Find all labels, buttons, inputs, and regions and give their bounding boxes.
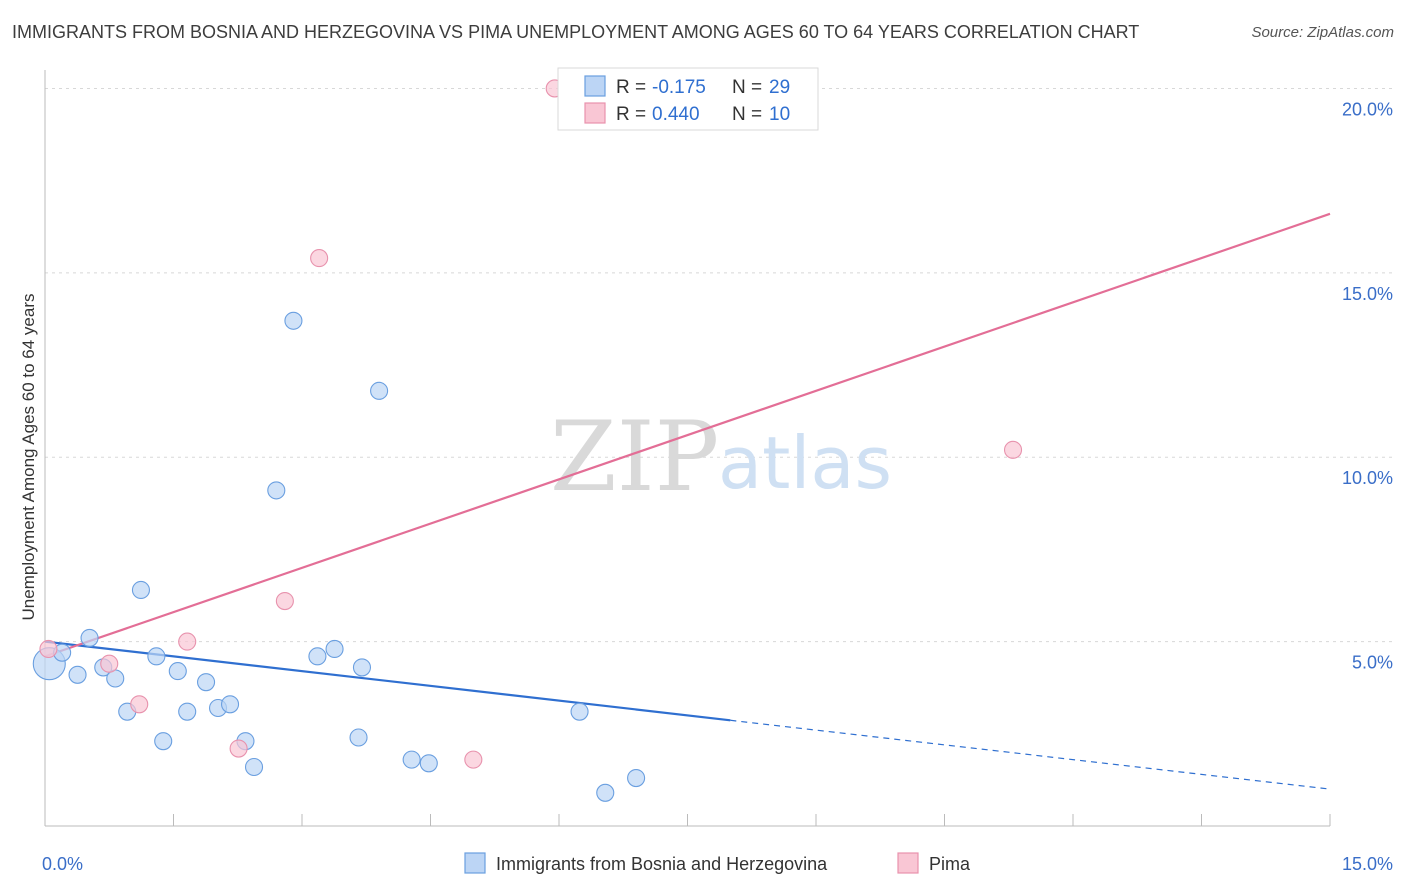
data-point-pink [464, 750, 483, 769]
y-tick-label: 20.0% [1342, 99, 1393, 119]
y-tick-label: 15.0% [1342, 284, 1393, 304]
x-tick-label: 0.0% [42, 854, 83, 874]
data-point-blue [419, 754, 438, 773]
trend-line-pink [44, 212, 1331, 658]
data-point-blue [168, 662, 187, 681]
data-point-blue [570, 702, 589, 721]
series-legend-swatch-pink [897, 852, 919, 874]
legend-n-label-blue: N = [732, 77, 762, 98]
x-tick-labels: 0.0% 15.0% [42, 854, 1393, 874]
y-tick-label: 5.0% [1352, 653, 1393, 673]
series-legend-swatch-blue [464, 852, 486, 874]
data-point-blue [244, 757, 264, 777]
data-point-blue [596, 783, 615, 802]
data-point-blue [370, 381, 389, 400]
y-axis-title: Unemployment Among Ages 60 to 64 years [19, 294, 38, 621]
data-point-blue [402, 750, 421, 769]
data-point-pink [39, 639, 58, 659]
correlation-legend: R = -0.175 N = 29 R = 0.440 N = 10 [557, 67, 819, 131]
chart-source: Source: ZipAtlas.com [1251, 24, 1394, 41]
data-point-blue [154, 732, 173, 751]
legend-n-value-pink: 10 [769, 104, 790, 125]
watermark: ZIP atlas [550, 401, 892, 513]
chart-title: IMMIGRANTS FROM BOSNIA AND HERZEGOVINA V… [12, 22, 1140, 42]
data-point-blue [627, 769, 646, 788]
data-point-blue [352, 658, 372, 677]
data-point-blue [349, 728, 368, 747]
legend-n-label-pink: N = [732, 104, 762, 125]
legend-r-value-pink: 0.440 [652, 104, 700, 125]
trend-line-blue [44, 640, 731, 722]
data-point-pink [1003, 440, 1023, 459]
watermark-atlas: atlas [718, 421, 892, 505]
data-point-blue [68, 665, 87, 684]
data-point-blue [325, 639, 344, 659]
axis-layer [44, 70, 1331, 827]
legend-swatch-blue [584, 75, 606, 97]
data-point-pink [100, 654, 119, 673]
series-legend: Immigrants from Bosnia and Herzegovina P… [464, 852, 971, 874]
data-point-blue [308, 647, 327, 666]
data-point-pink [178, 632, 197, 651]
y-tick-labels: 5.0% 10.0% 15.0% 20.0% [1342, 99, 1393, 672]
series-legend-label-pink: Pima [929, 854, 971, 874]
y-tick-label: 10.0% [1342, 468, 1393, 488]
data-point-blue [267, 481, 286, 500]
legend-r-value-blue: -0.175 [652, 77, 706, 98]
data-point-blue [80, 628, 99, 647]
data-point-pink [275, 591, 294, 611]
grid-layer [45, 87, 1395, 643]
x-tick-label: 15.0% [1342, 854, 1393, 874]
data-point-blue [131, 580, 150, 600]
data-point-blue [220, 695, 240, 714]
legend-r-label-pink: R = [616, 104, 646, 125]
trend-line-blue-extension [730, 719, 1331, 790]
data-point-pink [310, 249, 329, 268]
data-point-blue [178, 702, 197, 721]
data-point-blue [197, 673, 216, 692]
watermark-zip: ZIP [550, 401, 719, 513]
data-point-blue [147, 647, 166, 666]
data-point-pink [229, 739, 248, 758]
data-point-pink [130, 695, 149, 714]
legend-r-label-blue: R = [616, 77, 646, 98]
legend-swatch-pink [584, 102, 606, 124]
series-legend-label-blue: Immigrants from Bosnia and Herzegovina [496, 854, 828, 874]
legend-n-value-blue: 29 [769, 77, 790, 98]
data-point-blue [284, 311, 303, 330]
